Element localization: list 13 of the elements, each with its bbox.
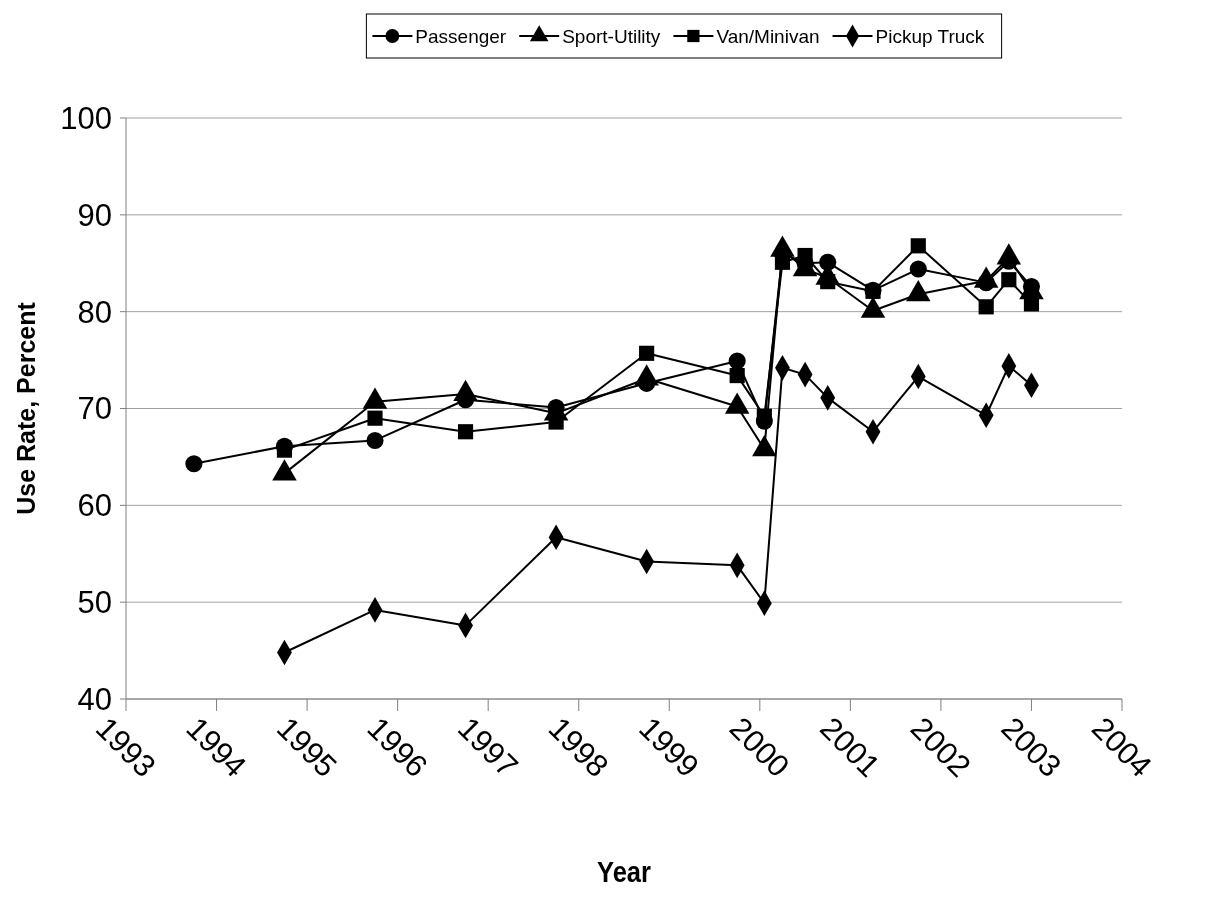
legend-label: Van/Minivan xyxy=(716,25,820,47)
y-tick-label: 80 xyxy=(77,294,112,330)
y-tick-label: 90 xyxy=(77,197,112,233)
legend-label: Sport-Utility xyxy=(562,25,661,47)
y-tick-label: 50 xyxy=(77,585,112,621)
y-tick-label: 70 xyxy=(77,391,112,427)
y-axis-title: Use Rate, Percent xyxy=(12,301,40,515)
y-tick-label: 40 xyxy=(77,681,112,717)
legend-label: Passenger xyxy=(415,25,507,47)
y-tick-label: 100 xyxy=(60,100,112,136)
legend-label: Pickup Truck xyxy=(875,25,985,47)
x-axis-title: Year xyxy=(597,855,652,889)
y-tick-label: 60 xyxy=(77,488,112,524)
